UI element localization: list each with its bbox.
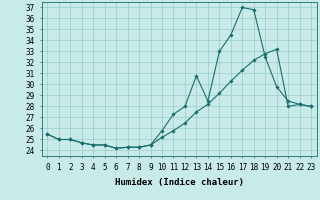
- X-axis label: Humidex (Indice chaleur): Humidex (Indice chaleur): [115, 178, 244, 186]
